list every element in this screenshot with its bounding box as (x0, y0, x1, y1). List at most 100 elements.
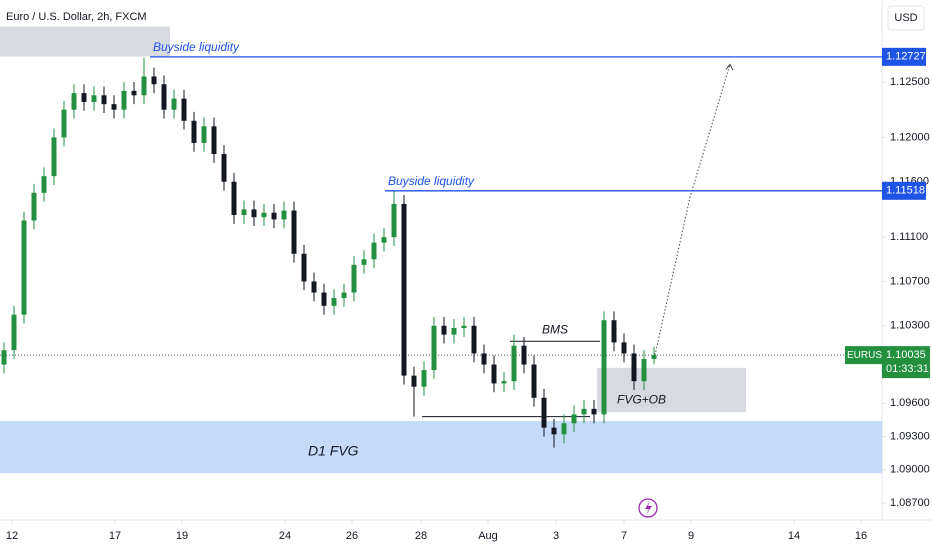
candle-body (281, 210, 287, 220)
candle-body (531, 364, 537, 398)
arrow-head (725, 63, 734, 71)
candle-body (631, 353, 637, 382)
candle-body (1, 350, 7, 365)
last-price-label: 1.10035 (886, 349, 926, 361)
candle-body (71, 93, 77, 110)
candle-body (591, 408, 597, 415)
candle-body (521, 345, 527, 365)
candle-body (431, 325, 437, 371)
candle-body (351, 264, 357, 293)
lightning (645, 501, 652, 515)
symbol-tag-label: EURUSD (847, 350, 889, 361)
candle-body (581, 408, 587, 415)
candle-body (311, 281, 317, 293)
x-tick-label: 12 (6, 530, 18, 542)
candle-body (221, 154, 227, 182)
candle-body (271, 212, 277, 220)
candle-body (461, 325, 467, 328)
candle-body (401, 203, 407, 376)
candle-body (251, 209, 257, 218)
candle-body (201, 126, 207, 143)
x-tick-label: 16 (855, 530, 867, 542)
structure-label: BMS (542, 322, 568, 336)
candle-body (611, 320, 617, 343)
zone (597, 367, 746, 413)
candle-body (371, 242, 377, 260)
x-tick-label: Aug (478, 530, 498, 542)
liquidity-label: Buyside liquidity (388, 174, 475, 188)
candle-body (391, 203, 397, 238)
currency-button[interactable] (887, 5, 925, 31)
candle-body (471, 325, 477, 354)
candle-body (261, 212, 267, 218)
x-tick-label: 17 (109, 530, 121, 542)
y-tick-label: 1.12500 (890, 76, 930, 88)
candle-body (141, 76, 147, 96)
candle-body (101, 95, 107, 105)
y-tick-label: 1.11100 (890, 231, 928, 243)
candle-body (571, 414, 577, 424)
y-tick-label: 1.09300 (890, 430, 930, 442)
y-tick-label: 1.09600 (890, 397, 930, 409)
y-tick-label: 1.10300 (890, 320, 930, 332)
y-tick-label: 1.09000 (890, 464, 930, 476)
zone-label: D1 FVG (308, 443, 359, 459)
candle-body (641, 359, 647, 382)
candle-body (451, 327, 457, 335)
candle-body (121, 90, 127, 110)
candle-body (601, 320, 607, 415)
candle-body (341, 292, 347, 299)
zone-label: FVG+OB (617, 392, 666, 406)
liquidity-label: Buyside liquidity (153, 40, 240, 54)
price-tag (882, 181, 926, 200)
candle-body (441, 325, 447, 335)
candle-body (561, 423, 567, 435)
projection-path (654, 64, 731, 356)
candle-body (231, 181, 237, 215)
x-tick-label: 24 (279, 530, 291, 542)
symbol-tag (845, 346, 882, 365)
candle-body (411, 375, 417, 387)
x-tick-label: 9 (688, 530, 694, 542)
candle-body (151, 76, 157, 85)
candle-body (241, 209, 247, 215)
candle-body (91, 95, 97, 102)
candle-body (131, 90, 137, 96)
candle-body (621, 342, 627, 354)
x-tick-label: 19 (176, 530, 188, 542)
countdown-label: 01:33:31 (886, 363, 929, 375)
candle-body (551, 427, 557, 435)
y-tick-label: 1.12000 (890, 131, 930, 143)
last-price-tag (882, 346, 930, 379)
x-tick-label: 28 (415, 530, 427, 542)
candle-body (501, 381, 507, 384)
candle-body (361, 259, 367, 265)
candle-body (651, 355, 657, 360)
candle-body (11, 314, 17, 351)
x-tick-label: 26 (346, 530, 358, 542)
candle-body (211, 126, 217, 155)
candle-body (181, 98, 187, 121)
candle-body (381, 237, 387, 243)
price-tag-label: 1.11518 (886, 185, 925, 197)
candle-body (541, 397, 547, 428)
candle-body (61, 109, 67, 138)
candle-body (111, 104, 117, 110)
x-tick-label: 7 (621, 530, 627, 542)
candle-body (421, 370, 427, 387)
y-tick-label: 1.08700 (890, 497, 930, 509)
candle-body (511, 345, 517, 382)
candle-body (331, 298, 337, 306)
price-tag (882, 47, 926, 66)
zone (0, 421, 882, 474)
currency[interactable]: USD (894, 12, 917, 24)
y-tick-label: 1.10700 (890, 275, 930, 287)
candle-body (31, 192, 37, 221)
candle-body (301, 253, 307, 282)
candle-body (171, 98, 177, 110)
candle-body (41, 176, 47, 193)
candle-body (321, 292, 327, 306)
x-tick-label: 3 (553, 530, 559, 542)
candle-body (81, 93, 87, 102)
